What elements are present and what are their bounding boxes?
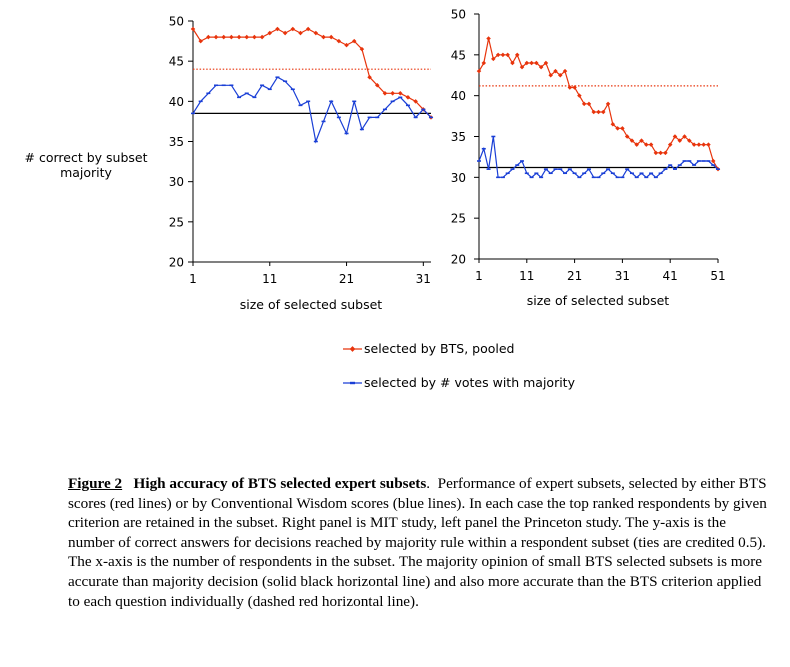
- right-bts-point: [529, 60, 534, 66]
- right-bts-point: [596, 109, 601, 115]
- right-votes-series-line: [478, 136, 719, 179]
- left-bts-point: [244, 34, 250, 40]
- legend: selected by BTS, pooled selected by # vo…: [343, 341, 576, 390]
- y-axis-label-line-2: majority: [60, 165, 112, 180]
- right-bts-point: [701, 142, 706, 147]
- left-bts-point: [405, 95, 411, 100]
- left-y-tick-label: 50: [169, 15, 184, 29]
- left-bts-point: [305, 26, 311, 32]
- left-bts-point: [313, 30, 319, 36]
- right-y-tick-label: 50: [451, 8, 466, 22]
- right-bts-point: [658, 150, 663, 156]
- left-bts-point: [321, 34, 326, 40]
- right-x-tick-label: 31: [615, 269, 630, 283]
- left-y-tick-label: 35: [169, 135, 184, 149]
- left-x-tick-label: 11: [262, 272, 277, 286]
- left-x-tick-label: 21: [339, 272, 354, 286]
- left-y-tick-label: 25: [169, 215, 184, 229]
- right-bts-series-line: [478, 38, 719, 170]
- figure-caption: Figure 2 High accuracy of BTS selected e…: [68, 474, 768, 611]
- right-y-tick-label: 45: [451, 48, 466, 62]
- legend-marker-bts: [349, 346, 356, 352]
- right-x-axis-label: size of selected subset: [527, 293, 670, 308]
- right-y-tick-label: 30: [451, 171, 466, 185]
- right-x-tick-label: 21: [567, 269, 582, 283]
- caption-body: Performance of expert subsets, selected …: [68, 475, 767, 610]
- left-bts-point: [259, 34, 265, 40]
- right-y-tick-label: 40: [451, 89, 466, 103]
- left-x-tick-label: 31: [416, 272, 431, 286]
- right-bts-point: [620, 126, 625, 131]
- right-x-tick-label: 51: [710, 269, 725, 283]
- right-y-tick-label: 20: [451, 253, 466, 267]
- right-bts-point: [653, 150, 659, 156]
- left-bts-series-line: [192, 28, 432, 118]
- left-bts-point: [206, 34, 211, 40]
- left-bts-point: [328, 34, 334, 40]
- legend-label-bts: selected by BTS, pooled: [364, 341, 514, 356]
- left-bts-point: [252, 34, 257, 40]
- left-bts-point: [213, 34, 219, 40]
- left-bts-point: [336, 38, 342, 44]
- caption-title-period: .: [426, 475, 431, 492]
- left-bts-point: [390, 91, 395, 96]
- right-y-tick-label: 35: [451, 130, 466, 144]
- legend-label-votes: selected by # votes with majority: [364, 375, 576, 390]
- right-x-tick-label: 41: [663, 269, 678, 283]
- right-y-tick-label: 25: [451, 212, 466, 226]
- left-bts-point: [236, 34, 242, 40]
- right-bts-point: [706, 142, 711, 147]
- right-bts-point: [486, 36, 491, 41]
- legend-entry-votes: selected by # votes with majority: [343, 375, 576, 390]
- right-bts-point: [581, 101, 587, 107]
- left-bts-point: [398, 91, 403, 96]
- caption-figure-label: Figure 2: [68, 475, 123, 492]
- legend-entry-bts: selected by BTS, pooled: [343, 341, 514, 356]
- right-x-tick-label: 11: [519, 269, 534, 283]
- caption-title: High accuracy of BTS selected expert sub…: [133, 475, 427, 492]
- left-x-axis-label: size of selected subset: [240, 297, 383, 312]
- left-y-tick-label: 45: [169, 55, 184, 69]
- left-bts-point: [221, 34, 226, 40]
- left-y-tick-label: 20: [169, 256, 184, 270]
- left-bts-point: [298, 30, 303, 36]
- left-bts-point: [275, 26, 280, 32]
- left-bts-point: [344, 42, 349, 48]
- left-bts-point: [229, 34, 234, 40]
- right-x-tick-label: 1: [475, 269, 483, 283]
- right-bts-point: [696, 142, 702, 147]
- left-y-tick-label: 30: [169, 175, 184, 189]
- y-axis-label-line-1: # correct by subset: [25, 150, 148, 165]
- left-y-tick-label: 40: [169, 95, 184, 109]
- left-x-tick-label: 1: [189, 272, 197, 286]
- left-votes-series-line: [192, 76, 432, 144]
- left-bts-point: [198, 38, 203, 44]
- right-bts-point: [500, 52, 506, 58]
- left-bts-point: [290, 26, 296, 32]
- left-bts-point: [267, 30, 273, 36]
- left-bts-point: [282, 30, 288, 36]
